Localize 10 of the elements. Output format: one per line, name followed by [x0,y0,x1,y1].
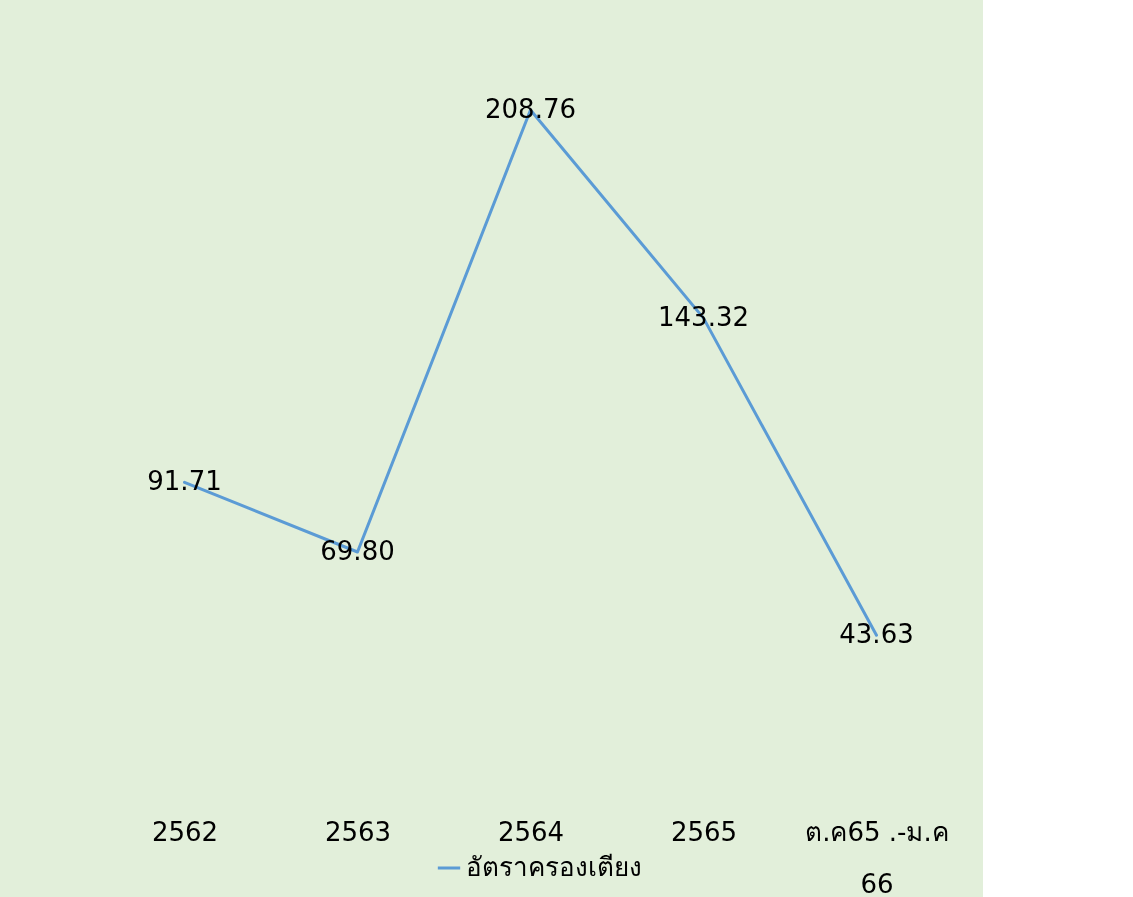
data-label: 69.80 [320,535,395,566]
x-tick-label: 2562 [151,816,219,847]
x-tick-label: 2564 [497,816,565,847]
data-label: 91.71 [147,466,222,497]
data-label: 208.76 [485,94,576,124]
x-tick-label: 2563 [324,816,392,847]
data-label: 43.63 [839,619,914,650]
x-tick-label: 2565 [670,816,738,847]
legend-label: อัตราครองเตียง [466,852,642,882]
x-tick-label: ต.ค65 .-ม.ค 66 [805,816,949,897]
